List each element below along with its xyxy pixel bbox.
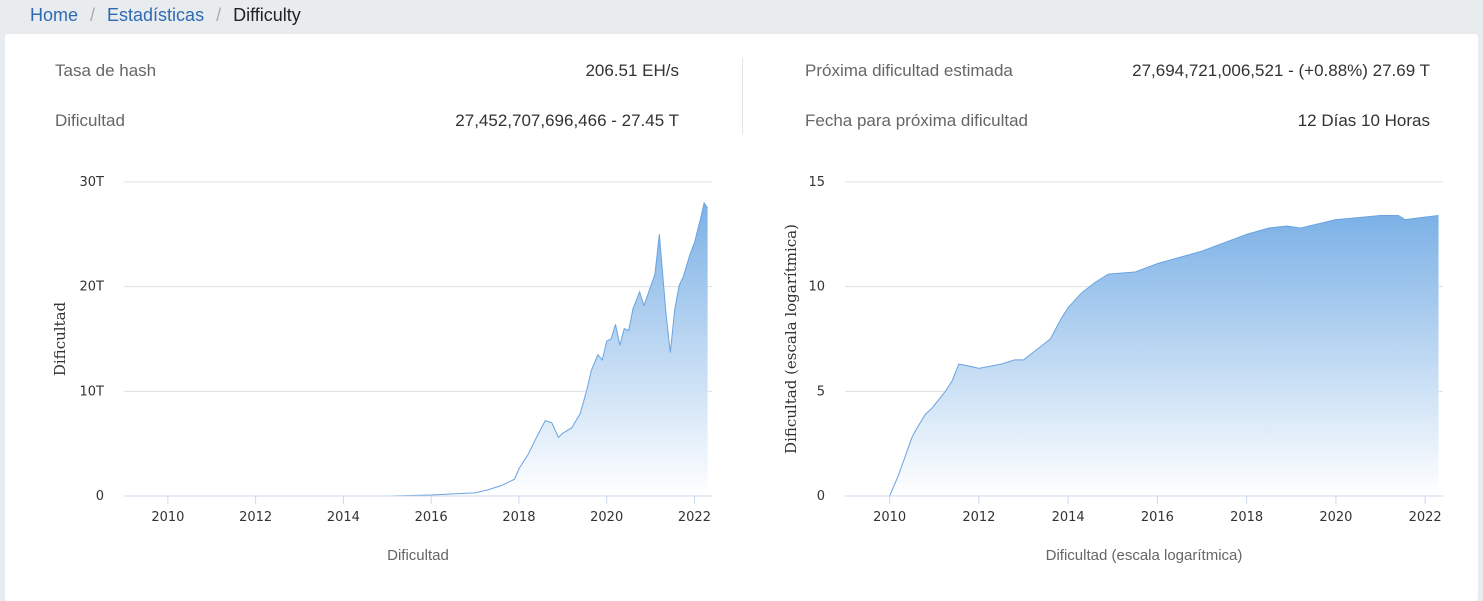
difficulty-log-chart: 0 5 10 15 2010 2012 2014 2016 2018 2020 2022 Dificu… bbox=[782, 175, 1443, 564]
x-tick-label: 2022 bbox=[1409, 510, 1442, 525]
x-tick-label: 2022 bbox=[678, 510, 711, 525]
x-tick-label: 2012 bbox=[962, 510, 995, 525]
breadcrumb-home-link[interactable]: Home bbox=[30, 4, 79, 25]
next-difficulty-value: 27,694,721,006,521 - (+0.88%) 27.69 T bbox=[1132, 61, 1430, 80]
hash-rate-label: Tasa de hash bbox=[55, 61, 157, 80]
series-area bbox=[124, 202, 708, 496]
x-tick-label: 2016 bbox=[1141, 510, 1174, 525]
y-tick-label: 30T bbox=[80, 175, 105, 190]
y-tick-label: 15 bbox=[808, 175, 825, 190]
stats-divider bbox=[742, 58, 743, 134]
next-difficulty-label: Próxima dificultad estimada bbox=[805, 61, 1013, 80]
x-tick-label: 2014 bbox=[1052, 510, 1085, 525]
hash-rate-value: 206.51 EH/s bbox=[585, 61, 679, 80]
x-tick-label: 2012 bbox=[239, 510, 272, 525]
y-axis-title: Dificultad (escala logarítmica) bbox=[782, 224, 800, 454]
x-tick-label: 2010 bbox=[151, 510, 184, 525]
y-axis-title: Dificultad bbox=[51, 301, 69, 376]
x-axis-title: Dificultad (escala logarítmica) bbox=[1046, 547, 1243, 564]
series-line bbox=[124, 201, 709, 497]
next-date-label: Fecha para próxima dificultad bbox=[805, 111, 1029, 130]
x-tick-label: 2010 bbox=[873, 510, 906, 525]
y-tick-label: 5 bbox=[817, 384, 825, 399]
x-axis-title: Dificultad bbox=[387, 547, 449, 564]
y-tick-label: 20T bbox=[80, 280, 105, 295]
breadcrumb-separator: / bbox=[216, 4, 222, 25]
x-tick-label: 2020 bbox=[590, 510, 623, 525]
difficulty-label: Dificultad bbox=[55, 111, 125, 130]
y-tick-label: 0 bbox=[817, 489, 825, 504]
y-tick-label: 0 bbox=[96, 489, 104, 504]
y-tick-label: 10 bbox=[808, 280, 825, 295]
next-date-value: 12 Días 10 Horas bbox=[1297, 111, 1430, 130]
difficulty-card: Tasa de hash 206.51 EH/s Dificultad 27,4… bbox=[5, 34, 1478, 601]
x-tick-label: 2020 bbox=[1319, 510, 1352, 525]
x-tick-label: 2014 bbox=[327, 510, 360, 525]
y-tick-label: 10T bbox=[80, 384, 105, 399]
difficulty-value: 27,452,707,696,466 - 27.45 T bbox=[455, 111, 679, 130]
series-area bbox=[845, 215, 1439, 496]
breadcrumb-current: Difficulty bbox=[233, 4, 301, 25]
difficulty-chart: 0 10T 20T 30T 2010 2012 2014 2016 2018 2020 2022 Di… bbox=[51, 175, 712, 564]
x-tick-label: 2018 bbox=[1230, 510, 1263, 525]
breadcrumb: Home / Estadísticas / Difficulty bbox=[0, 0, 1483, 30]
x-tick-label: 2016 bbox=[415, 510, 448, 525]
breadcrumb-separator: / bbox=[90, 4, 96, 25]
series-line bbox=[845, 214, 1439, 497]
breadcrumb-stats-link[interactable]: Estadísticas bbox=[107, 4, 205, 25]
x-tick-label: 2018 bbox=[502, 510, 535, 525]
